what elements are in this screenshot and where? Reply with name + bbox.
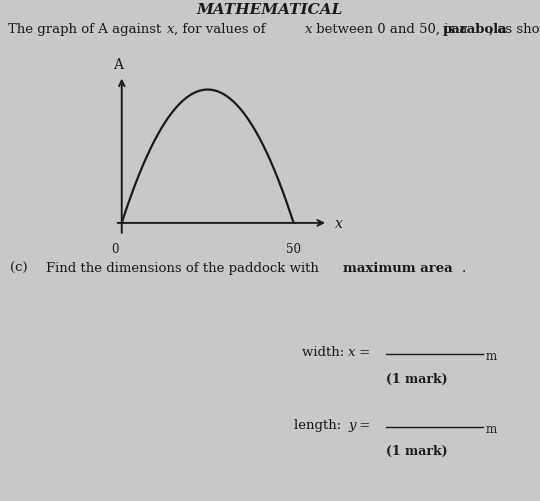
Text: length:: length:: [294, 418, 346, 431]
Text: (c): (c): [10, 262, 28, 275]
Text: =: =: [355, 418, 370, 431]
Text: m: m: [486, 422, 497, 435]
Text: 0: 0: [111, 242, 119, 256]
Text: , as shown:: , as shown:: [489, 23, 540, 36]
Text: The graph of A against: The graph of A against: [8, 23, 166, 36]
Text: 50: 50: [286, 242, 301, 256]
Text: parabola: parabola: [443, 23, 508, 36]
Text: , for values of: , for values of: [174, 23, 270, 36]
Text: x: x: [348, 346, 356, 359]
Text: =: =: [355, 346, 370, 359]
Text: (1 mark): (1 mark): [386, 444, 448, 457]
Text: x: x: [335, 216, 343, 230]
Text: x: x: [305, 23, 313, 36]
Text: .: .: [462, 262, 466, 275]
Text: MATHEMATICAL: MATHEMATICAL: [197, 3, 343, 17]
Text: between 0 and 50, is a: between 0 and 50, is a: [312, 23, 472, 36]
Text: x: x: [167, 23, 175, 36]
Text: (1 mark): (1 mark): [386, 372, 448, 385]
Text: width:: width:: [302, 346, 349, 359]
Text: y: y: [348, 418, 356, 431]
Text: Find the dimensions of the paddock with: Find the dimensions of the paddock with: [46, 262, 323, 275]
Text: maximum area: maximum area: [343, 262, 453, 275]
Text: A: A: [113, 58, 123, 72]
Text: m: m: [486, 350, 497, 363]
